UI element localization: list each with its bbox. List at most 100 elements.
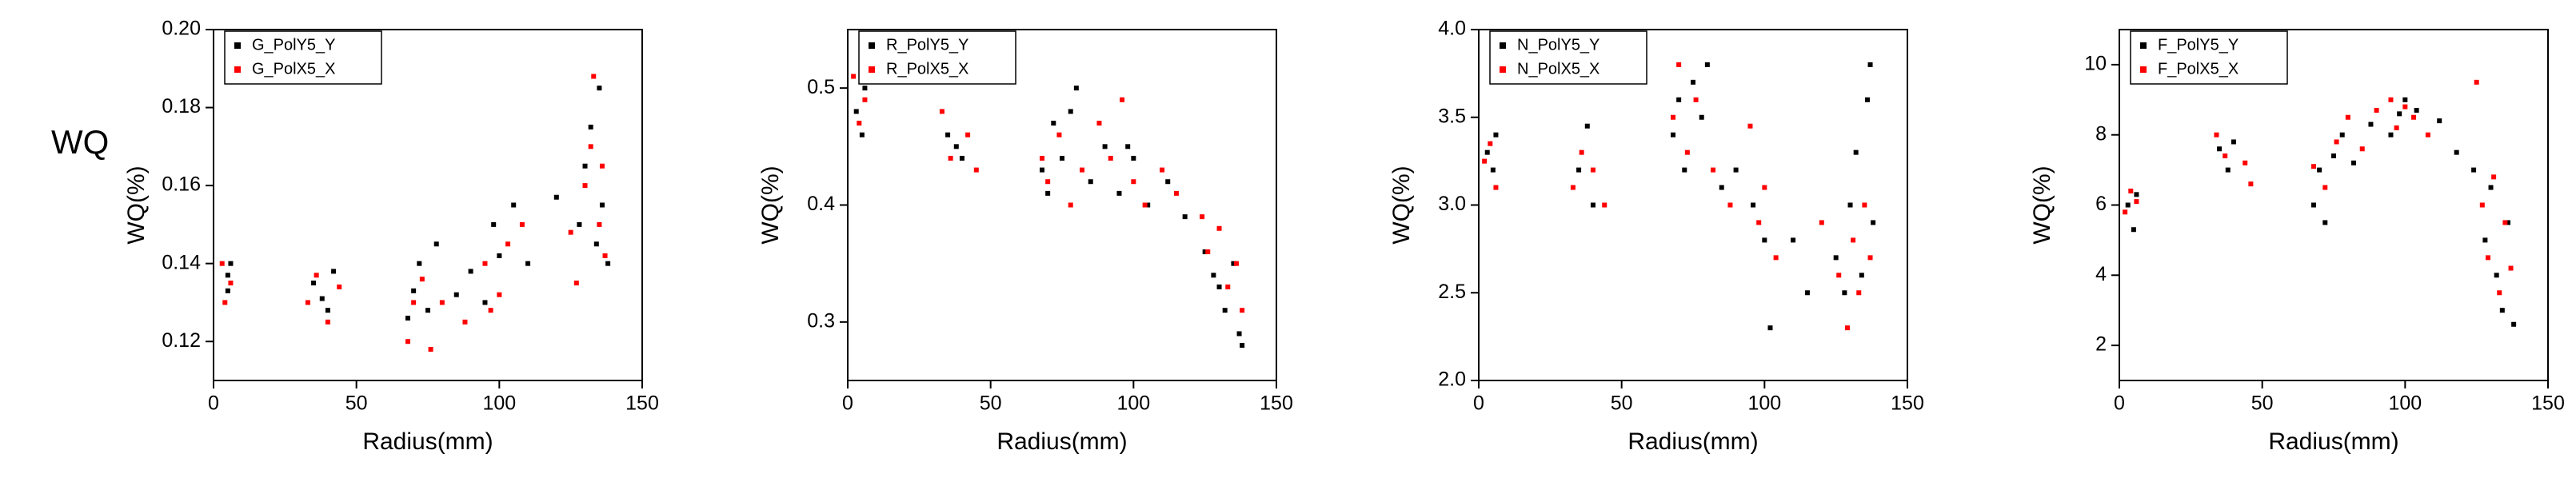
- y-tick-label: 0.4: [807, 193, 835, 215]
- y-tick-label: 0.18: [162, 95, 201, 118]
- point: [1847, 202, 1853, 208]
- point: [1693, 97, 1699, 102]
- point: [2134, 199, 2139, 205]
- point: [305, 300, 310, 305]
- point: [1590, 202, 1596, 208]
- point: [2339, 132, 2345, 137]
- point: [1670, 132, 1675, 137]
- y-tick-label: 0.5: [807, 76, 835, 98]
- point: [1120, 97, 1125, 102]
- legend-marker: [2140, 66, 2147, 73]
- point: [2437, 118, 2442, 124]
- point: [857, 121, 862, 126]
- point: [862, 97, 868, 102]
- point: [1096, 121, 1102, 126]
- point: [1225, 284, 1231, 289]
- point: [2482, 237, 2488, 243]
- point: [1859, 273, 1864, 278]
- x-tick-label: 0: [208, 392, 219, 415]
- point: [1068, 109, 1073, 114]
- point: [1482, 158, 1488, 164]
- point: [1767, 325, 1773, 331]
- point: [1484, 149, 1490, 155]
- point: [497, 253, 502, 258]
- y-tick-label: 2.0: [1438, 368, 1466, 391]
- point: [1216, 284, 1222, 289]
- point: [1233, 261, 1239, 266]
- point: [2499, 308, 2505, 313]
- point: [325, 319, 330, 325]
- point: [2402, 104, 2408, 110]
- point: [1762, 237, 1767, 243]
- point: [1108, 155, 1113, 161]
- point: [1773, 255, 1779, 261]
- point: [859, 132, 865, 137]
- point: [1116, 190, 1122, 196]
- point: [945, 132, 951, 137]
- point: [597, 86, 602, 91]
- point: [2402, 97, 2408, 102]
- point: [1211, 273, 1216, 278]
- point: [1804, 290, 1810, 296]
- point: [2494, 273, 2499, 278]
- chart: 0 50 100 150 2 4 6 8 10 Radius(mm) WQ(%) F_PolY5_Y F…: [2029, 29, 2565, 455]
- x-tick-label: 100: [1747, 392, 1781, 415]
- point: [1602, 202, 1608, 208]
- point: [1699, 114, 1704, 120]
- point: [311, 281, 317, 286]
- point: [1131, 179, 1136, 185]
- point: [1160, 167, 1165, 173]
- point: [1590, 167, 1596, 173]
- point: [577, 221, 582, 227]
- point: [1851, 237, 1856, 243]
- point: [1676, 97, 1682, 102]
- point: [593, 241, 599, 247]
- point: [2394, 125, 2399, 130]
- y-tick-label: 0.12: [162, 329, 201, 352]
- point: [2223, 153, 2228, 159]
- point: [319, 296, 325, 301]
- point: [1867, 62, 1873, 67]
- legend-box: [2130, 30, 2288, 85]
- point: [2368, 121, 2374, 127]
- legend-label: G_PolY5_Y: [252, 36, 336, 54]
- x-tick-label: 50: [345, 392, 368, 415]
- point: [599, 163, 605, 169]
- point: [2505, 220, 2510, 225]
- point: [2425, 132, 2430, 137]
- point: [959, 155, 965, 161]
- point: [588, 124, 593, 129]
- point: [1068, 202, 1073, 208]
- point: [453, 292, 459, 297]
- point: [965, 132, 971, 137]
- y-tick-label: 0.16: [162, 173, 201, 196]
- point: [428, 346, 433, 352]
- point: [433, 241, 439, 247]
- point: [1727, 202, 1733, 208]
- legend-label: F_PolX5_X: [2158, 60, 2239, 78]
- point: [1684, 149, 1690, 155]
- x-tick-label: 150: [2531, 392, 2565, 415]
- point: [591, 74, 597, 79]
- point: [1711, 167, 1716, 173]
- point: [2123, 209, 2128, 215]
- x-tick-label: 0: [2114, 392, 2125, 415]
- point: [222, 300, 228, 305]
- point: [1719, 185, 1724, 190]
- point: [2310, 202, 2316, 208]
- point: [1682, 167, 1687, 173]
- point: [1819, 220, 1824, 225]
- point: [2331, 153, 2336, 159]
- y-tick-label: 0.14: [162, 251, 201, 273]
- legend-label: N_PolY5_Y: [1517, 36, 1600, 54]
- point: [2322, 220, 2328, 225]
- point: [853, 109, 859, 114]
- point: [225, 273, 230, 278]
- point: [2479, 202, 2485, 208]
- point: [1844, 325, 1850, 331]
- point: [1200, 214, 1205, 220]
- point: [1045, 179, 1051, 185]
- point: [2388, 132, 2394, 137]
- y-tick-label: 0.3: [807, 309, 835, 332]
- y-tick-label: 4: [2095, 263, 2107, 285]
